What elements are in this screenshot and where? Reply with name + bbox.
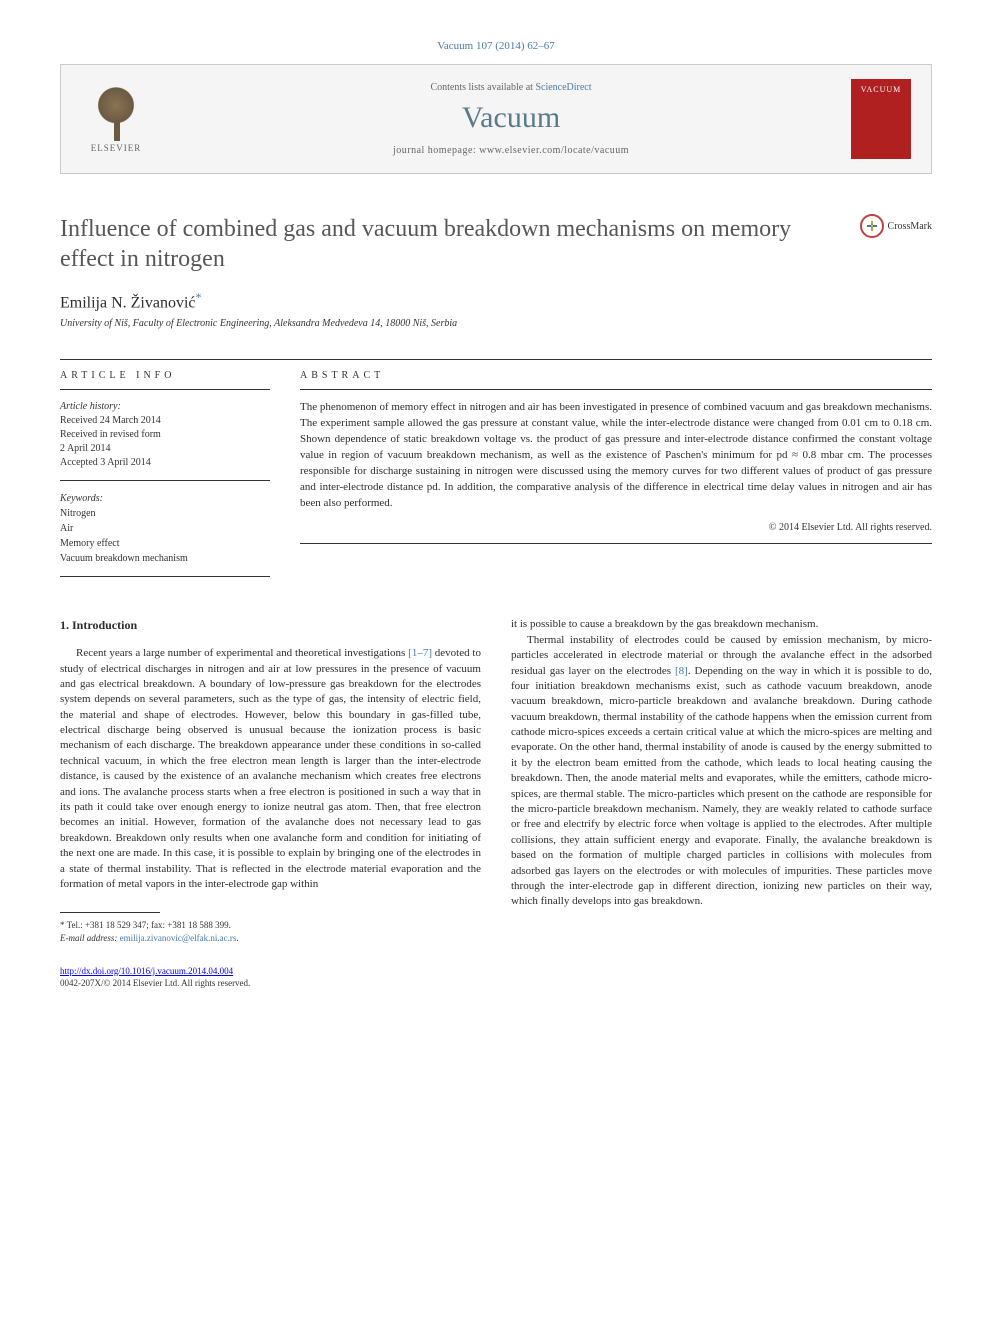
crossmark-label: CrossMark: [888, 221, 932, 232]
doi-block: http://dx.doi.org/10.1016/j.vacuum.2014.…: [60, 965, 481, 990]
corresponding-marker: *: [196, 290, 202, 304]
section-heading: 1. Introduction: [60, 617, 481, 634]
keywords-heading: Keywords:: [60, 493, 103, 504]
body-paragraph: it is possible to cause a breakdown by t…: [511, 617, 932, 632]
body-column-left: 1. Introduction Recent years a large num…: [60, 617, 481, 989]
history-heading: Article history:: [60, 401, 121, 412]
crossmark-icon: [860, 214, 884, 238]
author-line: Emilija N. Živanović*: [60, 290, 932, 312]
journal-homepage: journal homepage: www.elsevier.com/locat…: [171, 145, 851, 156]
contents-available-line: Contents lists available at ScienceDirec…: [171, 82, 851, 93]
elsevier-tree-icon: [91, 86, 141, 141]
footnote-tel: Tel.: +381 18 529 347; fax: +381 18 588 …: [67, 920, 231, 930]
abstract-column: ABSTRACT The phenomenon of memory effect…: [300, 360, 932, 577]
keyword: Memory effect: [60, 538, 120, 549]
homepage-url[interactable]: www.elsevier.com/locate/vacuum: [479, 145, 629, 156]
journal-header: ELSEVIER Contents lists available at Sci…: [60, 64, 932, 174]
article-info-label: ARTICLE INFO: [60, 360, 270, 390]
keyword: Nitrogen: [60, 508, 96, 519]
journal-name: Vacuum: [171, 101, 851, 135]
keyword: Air: [60, 523, 73, 534]
elsevier-label: ELSEVIER: [91, 143, 142, 153]
history-line: Accepted 3 April 2014: [60, 457, 151, 468]
abstract-copyright: © 2014 Elsevier Ltd. All rights reserved…: [300, 522, 932, 544]
doi-link[interactable]: http://dx.doi.org/10.1016/j.vacuum.2014.…: [60, 966, 233, 976]
author-email-link[interactable]: emilija.zivanovic@elfak.ni.ac.rs: [120, 933, 237, 943]
article-title: Influence of combined gas and vacuum bre…: [60, 214, 840, 274]
history-line: Received 24 March 2014: [60, 415, 161, 426]
sciencedirect-link[interactable]: ScienceDirect: [535, 82, 591, 93]
citation-link[interactable]: [1–7]: [408, 647, 432, 659]
author-name: Emilija N. Živanović: [60, 294, 196, 311]
keyword: Vacuum breakdown mechanism: [60, 553, 188, 564]
keywords-block: Keywords: Nitrogen Air Memory effect Vac…: [60, 491, 270, 577]
corresponding-footnote: * Tel.: +381 18 529 347; fax: +381 18 58…: [60, 919, 481, 944]
body-column-right: it is possible to cause a breakdown by t…: [511, 617, 932, 989]
abstract-label: ABSTRACT: [300, 360, 932, 390]
journal-cover-thumbnail: VACUUM: [851, 79, 911, 159]
issn-copyright: 0042-207X/© 2014 Elsevier Ltd. All right…: [60, 978, 250, 988]
body-paragraph: Recent years a large number of experimen…: [60, 646, 481, 892]
elsevier-logo: ELSEVIER: [81, 79, 151, 159]
footnote-separator: [60, 912, 160, 913]
article-history: Article history: Received 24 March 2014 …: [60, 400, 270, 481]
body-paragraph: Thermal instability of electrodes could …: [511, 633, 932, 910]
abstract-text: The phenomenon of memory effect in nitro…: [300, 400, 932, 512]
email-label: E-mail address:: [60, 933, 117, 943]
crossmark-badge[interactable]: CrossMark: [860, 214, 932, 238]
body-two-column: 1. Introduction Recent years a large num…: [60, 617, 932, 989]
citation-link[interactable]: [8]: [675, 665, 688, 677]
article-info-column: ARTICLE INFO Article history: Received 2…: [60, 360, 270, 577]
history-line: 2 April 2014: [60, 443, 111, 454]
journal-reference: Vacuum 107 (2014) 62–67: [60, 40, 932, 52]
history-line: Received in revised form: [60, 429, 161, 440]
affiliation: University of Niš, Faculty of Electronic…: [60, 318, 932, 329]
